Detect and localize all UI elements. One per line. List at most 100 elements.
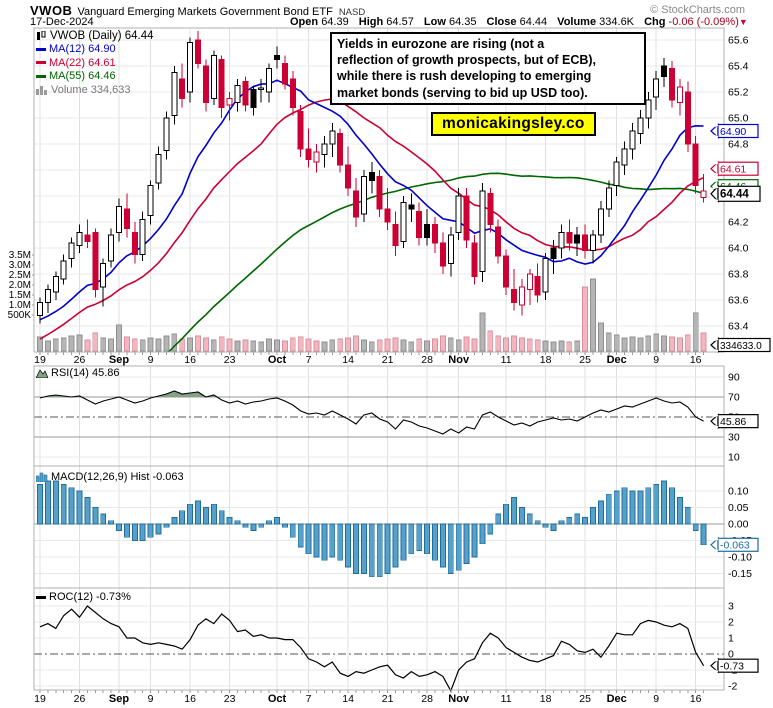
volume-bar xyxy=(400,339,407,352)
ma22-line xyxy=(39,98,704,340)
candle-body xyxy=(218,59,225,109)
candle-body xyxy=(123,208,130,229)
candle-body xyxy=(669,68,675,101)
macd-bar xyxy=(416,523,423,551)
macd-bar xyxy=(368,523,375,578)
legend-volume[interactable]: Volume 334,633 xyxy=(51,83,131,96)
volume-bars-icon xyxy=(36,85,47,95)
ticker-symbol[interactable]: VWOB xyxy=(30,3,73,18)
macd-bar xyxy=(218,510,225,525)
date-axis-label: Nov xyxy=(448,354,470,366)
candle-body xyxy=(281,62,288,85)
volume-bar xyxy=(321,341,328,352)
macd-bar xyxy=(645,487,652,525)
roc-line xyxy=(39,605,705,693)
ma55-swatch-icon xyxy=(36,74,46,78)
candle-body xyxy=(258,87,265,90)
macd-bar xyxy=(684,507,691,525)
candle-body xyxy=(234,85,241,103)
annotation-box: Yields in eurozone are rising (not a ref… xyxy=(330,32,646,105)
legend-title[interactable]: VWOB (Daily) 64.44 xyxy=(50,30,154,42)
roc-label-text[interactable]: ROC(12) -0.73% xyxy=(49,591,131,603)
legend-ma12[interactable]: MA(12) 64.90 xyxy=(49,43,116,56)
annotation-line: reflection of growth prospects, but of E… xyxy=(337,53,597,68)
candle-body xyxy=(210,55,217,99)
value-tag-text: -0.73 xyxy=(720,660,744,672)
candle-body xyxy=(637,117,644,135)
price-axis-label: 63.4 xyxy=(728,321,749,333)
roc-panel-border xyxy=(33,587,725,691)
macd-bar xyxy=(116,523,122,532)
ma22-price-tag: 64.61 xyxy=(710,160,759,177)
copyright[interactable]: © StockCharts.com xyxy=(650,4,745,16)
macd-label-text[interactable]: MACD(12,26,9) Hist -0.063 xyxy=(51,471,184,483)
volume-bar xyxy=(692,312,699,352)
macd-bar xyxy=(84,497,91,525)
volume-bar xyxy=(511,335,517,352)
watermark-badge[interactable]: monicakingsley.co xyxy=(431,112,596,136)
volume-bar xyxy=(329,339,336,352)
candle-body xyxy=(621,148,628,166)
candle-body xyxy=(447,234,454,265)
close-label: Close xyxy=(486,16,517,28)
macd-bar xyxy=(629,490,636,525)
macd-bar xyxy=(392,523,399,568)
volume-bar xyxy=(424,340,431,352)
volume-bar xyxy=(218,336,225,352)
volume-bar xyxy=(124,336,130,352)
candle-body xyxy=(329,130,336,145)
open-value: 64.39 xyxy=(321,16,349,28)
volume-axis-label: 1.0M xyxy=(9,300,31,311)
rsi-overbought-fill xyxy=(40,391,704,397)
candle-body xyxy=(313,151,320,163)
macd-bar xyxy=(123,523,130,538)
date-axis: 19 26 Sep 9 16 23 Oct 7 14 21 28 Nov 11 18 25 Dec 9 16 xyxy=(34,690,705,705)
rsi-label-text[interactable]: RSI(14) 45.86 xyxy=(51,367,120,379)
macd-bar xyxy=(487,523,494,535)
macd-bar xyxy=(68,487,75,525)
macd-bar xyxy=(202,507,209,525)
volume-bar xyxy=(250,340,257,352)
date-axis-label: Dec xyxy=(607,693,627,705)
volume-bar xyxy=(100,337,107,352)
candle-body xyxy=(384,208,391,223)
rsi-area-icon xyxy=(35,369,49,379)
candle-body xyxy=(84,234,91,242)
volume-bar xyxy=(590,278,596,352)
candle-body xyxy=(108,234,115,262)
date-axis-label: 21 xyxy=(382,354,394,366)
volume-bar xyxy=(503,337,510,352)
macd-bar xyxy=(597,500,604,525)
price-axis-label: 65.4 xyxy=(728,61,749,73)
date-axis-label: 25 xyxy=(579,354,591,366)
volume-bar xyxy=(60,337,67,352)
legend-ma55[interactable]: MA(55) 64.46 xyxy=(49,70,116,83)
legend-ma22[interactable]: MA(22) 64.61 xyxy=(49,56,116,69)
annotation-line: Yields in eurozone are rising (not a xyxy=(337,37,545,51)
candle-body xyxy=(353,190,359,218)
value-tag-text: -0.063 xyxy=(720,540,750,552)
volume-bar xyxy=(598,322,604,352)
macd-histogram xyxy=(37,480,707,578)
volume-bar xyxy=(37,336,43,352)
macd-bar xyxy=(542,523,549,528)
candle-body xyxy=(321,143,328,155)
macd-bar xyxy=(155,523,162,535)
macd-bar xyxy=(566,516,573,525)
candle-body xyxy=(400,202,407,242)
candle-body xyxy=(432,224,438,244)
volume-bar xyxy=(566,341,573,352)
candle-body xyxy=(76,231,83,246)
candle-body xyxy=(534,276,541,296)
roc-line-icon xyxy=(36,595,46,599)
candle-body xyxy=(597,208,604,236)
date-axis-label: Nov xyxy=(448,693,470,705)
candle-body xyxy=(139,218,146,255)
volume-bar xyxy=(479,312,486,352)
macd-bar xyxy=(210,503,217,525)
volume-bar xyxy=(495,335,502,352)
volume-bar xyxy=(684,334,691,352)
value-tag-text: 64.61 xyxy=(720,164,746,176)
